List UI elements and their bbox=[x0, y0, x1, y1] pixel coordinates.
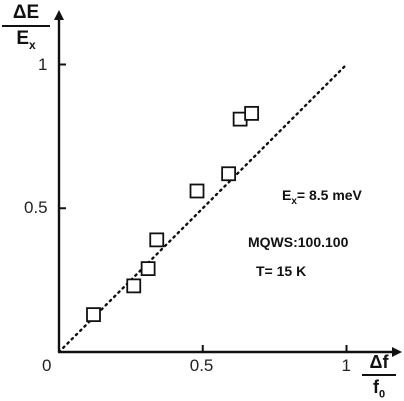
data-point bbox=[149, 232, 165, 248]
annotation-ex: Ex= 8.5 meV bbox=[282, 187, 362, 207]
origin-label: 0 bbox=[42, 356, 52, 375]
y-axis-label: ΔE Ex bbox=[2, 2, 50, 52]
y-tick-label: 1 bbox=[38, 54, 48, 74]
y-axis-label-numerator: ΔE bbox=[2, 2, 50, 27]
data-point bbox=[244, 105, 260, 121]
x-axis-label-numerator: Δf bbox=[362, 352, 396, 376]
annotation-mqws: MQWS:100.100 bbox=[248, 234, 349, 250]
data-point bbox=[140, 261, 156, 277]
reference-line bbox=[57, 63, 348, 354]
data-point bbox=[221, 166, 237, 182]
y-tick-label: 0.5 bbox=[24, 198, 48, 218]
data-points bbox=[86, 105, 260, 323]
data-point bbox=[86, 307, 101, 323]
x-tick-label: 0.5 bbox=[189, 356, 214, 375]
x-axis-arrow bbox=[392, 347, 402, 357]
annotation-temperature: T= 15 K bbox=[256, 263, 307, 279]
x-axis-label: Δf f0 bbox=[362, 352, 396, 401]
data-point bbox=[189, 183, 205, 199]
y-axis-arrow bbox=[54, 10, 64, 20]
tick-marks bbox=[59, 63, 348, 352]
x-axis-label-denominator: f0 bbox=[372, 377, 386, 401]
x-tick-label: 1 bbox=[341, 356, 351, 375]
y-axis-label-denominator: Ex bbox=[16, 28, 36, 52]
data-point bbox=[126, 278, 142, 294]
axes bbox=[54, 10, 402, 357]
